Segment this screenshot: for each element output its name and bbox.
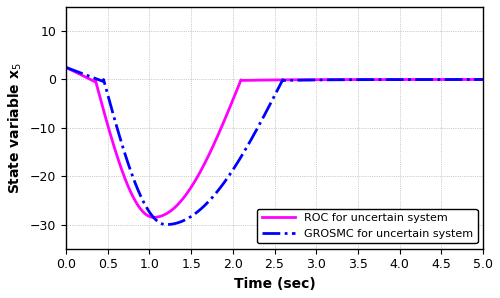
- ROC for uncertain system: [392, 78, 398, 81]
- GROSMC for uncertain system: [255, 125, 261, 129]
- ROC for uncertain system: [468, 78, 474, 81]
- Legend: ROC for uncertain system, GROSMC for uncertain system: ROC for uncertain system, GROSMC for unc…: [258, 209, 478, 243]
- Line: ROC for uncertain system: ROC for uncertain system: [66, 67, 483, 217]
- GROSMC for uncertain system: [468, 78, 474, 81]
- ROC for uncertain system: [468, 78, 474, 81]
- GROSMC for uncertain system: [266, 105, 272, 108]
- GROSMC for uncertain system: [480, 78, 486, 81]
- ROC for uncertain system: [255, 78, 261, 82]
- X-axis label: Time (sec): Time (sec): [234, 277, 316, 291]
- Line: GROSMC for uncertain system: GROSMC for uncertain system: [66, 67, 483, 225]
- GROSMC for uncertain system: [392, 78, 398, 81]
- ROC for uncertain system: [480, 78, 486, 81]
- GROSMC for uncertain system: [468, 78, 474, 81]
- GROSMC for uncertain system: [84, 74, 90, 77]
- Y-axis label: State variable x$_5$: State variable x$_5$: [7, 62, 24, 194]
- GROSMC for uncertain system: [63, 66, 69, 69]
- ROC for uncertain system: [150, 215, 156, 219]
- ROC for uncertain system: [84, 76, 90, 80]
- ROC for uncertain system: [266, 78, 272, 82]
- ROC for uncertain system: [63, 66, 69, 69]
- GROSMC for uncertain system: [163, 223, 169, 226]
